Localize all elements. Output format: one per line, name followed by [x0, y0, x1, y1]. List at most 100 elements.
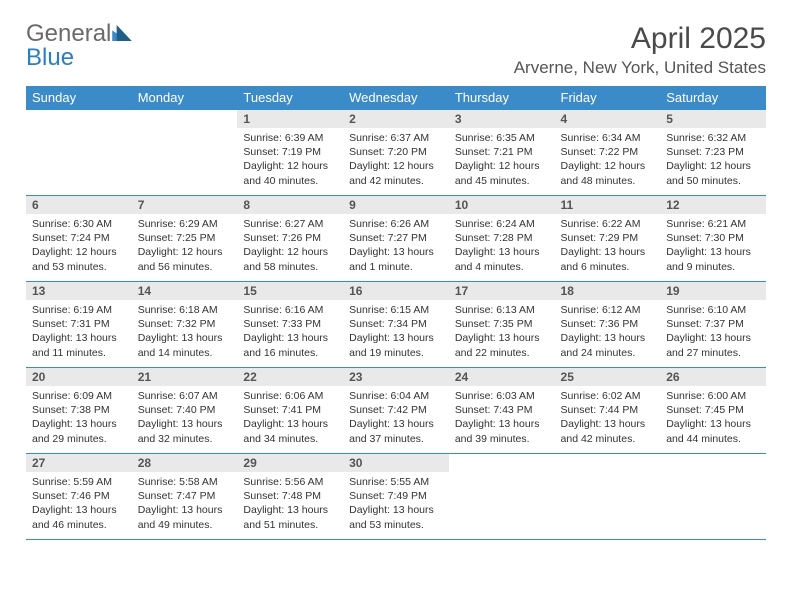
weekday-header: Monday	[132, 86, 238, 110]
daylight-text: Daylight: 13 hours and 9 minutes.	[666, 245, 760, 273]
calendar-day-cell: 21Sunrise: 6:07 AMSunset: 7:40 PMDayligh…	[132, 368, 238, 454]
day-details: Sunrise: 6:39 AMSunset: 7:19 PMDaylight:…	[237, 128, 343, 190]
daylight-text: Daylight: 13 hours and 14 minutes.	[138, 331, 232, 359]
calendar-week-row: 27Sunrise: 5:59 AMSunset: 7:46 PMDayligh…	[26, 454, 766, 540]
sunset-text: Sunset: 7:28 PM	[455, 231, 549, 245]
calendar-day-cell: ..	[132, 110, 238, 196]
sunset-text: Sunset: 7:33 PM	[243, 317, 337, 331]
calendar-day-cell: 22Sunrise: 6:06 AMSunset: 7:41 PMDayligh…	[237, 368, 343, 454]
calendar-day-cell: 10Sunrise: 6:24 AMSunset: 7:28 PMDayligh…	[449, 196, 555, 282]
sunset-text: Sunset: 7:35 PM	[455, 317, 549, 331]
day-number: 5	[660, 110, 766, 128]
page-header: GeneralBlue April 2025 Arverne, New York…	[26, 22, 766, 78]
day-details: Sunrise: 6:03 AMSunset: 7:43 PMDaylight:…	[449, 386, 555, 448]
sunset-text: Sunset: 7:32 PM	[138, 317, 232, 331]
day-number: 18	[555, 282, 661, 300]
daylight-text: Daylight: 13 hours and 11 minutes.	[32, 331, 126, 359]
day-details: Sunrise: 6:02 AMSunset: 7:44 PMDaylight:…	[555, 386, 661, 448]
calendar-day-cell: 2Sunrise: 6:37 AMSunset: 7:20 PMDaylight…	[343, 110, 449, 196]
daylight-text: Daylight: 13 hours and 24 minutes.	[561, 331, 655, 359]
calendar-day-cell: 27Sunrise: 5:59 AMSunset: 7:46 PMDayligh…	[26, 454, 132, 540]
sunset-text: Sunset: 7:47 PM	[138, 489, 232, 503]
sunrise-text: Sunrise: 6:13 AM	[455, 303, 549, 317]
calendar-week-row: 13Sunrise: 6:19 AMSunset: 7:31 PMDayligh…	[26, 282, 766, 368]
calendar-day-cell: 4Sunrise: 6:34 AMSunset: 7:22 PMDaylight…	[555, 110, 661, 196]
sunset-text: Sunset: 7:27 PM	[349, 231, 443, 245]
weekday-header: Saturday	[660, 86, 766, 110]
day-details: Sunrise: 6:10 AMSunset: 7:37 PMDaylight:…	[660, 300, 766, 362]
day-number: 26	[660, 368, 766, 386]
calendar-day-cell: 12 Sunrise: 6:21 AMSunset: 7:30 PMDayligh…	[660, 196, 766, 282]
sunrise-text: Sunrise: 5:59 AM	[32, 475, 126, 489]
day-number: 7	[132, 196, 238, 214]
sunrise-text: Sunrise: 6:30 AM	[32, 217, 126, 231]
sunset-text: Sunset: 7:49 PM	[349, 489, 443, 503]
day-number: 28	[132, 454, 238, 472]
day-number: 4	[555, 110, 661, 128]
calendar-day-cell: 19Sunrise: 6:10 AMSunset: 7:37 PMDayligh…	[660, 282, 766, 368]
daylight-text: Daylight: 12 hours and 42 minutes.	[349, 159, 443, 187]
calendar-thead: Sunday Monday Tuesday Wednesday Thursday…	[26, 86, 766, 110]
sunset-text: Sunset: 7:37 PM	[666, 317, 760, 331]
day-number: 14	[132, 282, 238, 300]
day-number: 27	[26, 454, 132, 472]
calendar-day-cell: 8Sunrise: 6:27 AMSunset: 7:26 PMDaylight…	[237, 196, 343, 282]
sunset-text: Sunset: 7:21 PM	[455, 145, 549, 159]
day-details: Sunrise: 5:58 AMSunset: 7:47 PMDaylight:…	[132, 472, 238, 534]
day-details: Sunrise: 6:37 AMSunset: 7:20 PMDaylight:…	[343, 128, 449, 190]
sunset-text: Sunset: 7:24 PM	[32, 231, 126, 245]
sunset-text: Sunset: 7:36 PM	[561, 317, 655, 331]
sunrise-text: Sunrise: 6:09 AM	[32, 389, 126, 403]
calendar-day-cell: 17Sunrise: 6:13 AMSunset: 7:35 PMDayligh…	[449, 282, 555, 368]
day-number: 12	[660, 196, 766, 214]
daylight-text: Daylight: 12 hours and 56 minutes.	[138, 245, 232, 273]
brand-part1: General	[26, 20, 111, 47]
sunrise-text: Sunrise: 6:32 AM	[666, 131, 760, 145]
day-details: Sunrise: 6:30 AMSunset: 7:24 PMDaylight:…	[26, 214, 132, 276]
day-number: 8	[237, 196, 343, 214]
sunrise-text: Sunrise: 6:03 AM	[455, 389, 549, 403]
sunrise-text: Sunrise: 6:21 AM	[666, 217, 760, 231]
calendar-day-cell: 16Sunrise: 6:15 AMSunset: 7:34 PMDayligh…	[343, 282, 449, 368]
sunset-text: Sunset: 7:22 PM	[561, 145, 655, 159]
calendar-day-cell: 24Sunrise: 6:03 AMSunset: 7:43 PMDayligh…	[449, 368, 555, 454]
sunrise-text: Sunrise: 5:56 AM	[243, 475, 337, 489]
sunrise-text: Sunrise: 6:37 AM	[349, 131, 443, 145]
calendar-week-row: ....1Sunrise: 6:39 AMSunset: 7:19 PMDayl…	[26, 110, 766, 196]
day-details: Sunrise: 6:15 AMSunset: 7:34 PMDaylight:…	[343, 300, 449, 362]
day-number: 21	[132, 368, 238, 386]
sunrise-text: Sunrise: 6:06 AM	[243, 389, 337, 403]
day-number: 23	[343, 368, 449, 386]
day-details: Sunrise: 6:18 AMSunset: 7:32 PMDaylight:…	[132, 300, 238, 362]
day-number: 11	[555, 196, 661, 214]
day-number: 30	[343, 454, 449, 472]
day-number: 6	[26, 196, 132, 214]
daylight-text: Daylight: 13 hours and 19 minutes.	[349, 331, 443, 359]
sunrise-text: Sunrise: 6:18 AM	[138, 303, 232, 317]
location-text: Arverne, New York, United States	[514, 58, 766, 78]
calendar-day-cell: 5Sunrise: 6:32 AMSunset: 7:23 PMDaylight…	[660, 110, 766, 196]
day-details: Sunrise: 5:55 AMSunset: 7:49 PMDaylight:…	[343, 472, 449, 534]
weekday-header: Sunday	[26, 86, 132, 110]
calendar-day-cell: 14Sunrise: 6:18 AMSunset: 7:32 PMDayligh…	[132, 282, 238, 368]
day-number: 2	[343, 110, 449, 128]
daylight-text: Daylight: 13 hours and 37 minutes.	[349, 417, 443, 445]
sunrise-text: Sunrise: 6:04 AM	[349, 389, 443, 403]
calendar-day-cell: 25Sunrise: 6:02 AMSunset: 7:44 PMDayligh…	[555, 368, 661, 454]
day-number: 15	[237, 282, 343, 300]
daylight-text: Daylight: 13 hours and 6 minutes.	[561, 245, 655, 273]
sunrise-text: Sunrise: 6:07 AM	[138, 389, 232, 403]
sunrise-text: Sunrise: 6:34 AM	[561, 131, 655, 145]
sunset-text: Sunset: 7:38 PM	[32, 403, 126, 417]
day-details: Sunrise: 6:24 AMSunset: 7:28 PMDaylight:…	[449, 214, 555, 276]
sunrise-text: Sunrise: 6:35 AM	[455, 131, 549, 145]
day-number: 3	[449, 110, 555, 128]
calendar-day-cell: 29Sunrise: 5:56 AMSunset: 7:48 PMDayligh…	[237, 454, 343, 540]
calendar-day-cell: 28Sunrise: 5:58 AMSunset: 7:47 PMDayligh…	[132, 454, 238, 540]
sunset-text: Sunset: 7:30 PM	[666, 231, 760, 245]
sunrise-text: Sunrise: 6:19 AM	[32, 303, 126, 317]
calendar-day-cell: 20Sunrise: 6:09 AMSunset: 7:38 PMDayligh…	[26, 368, 132, 454]
day-details: Sunrise: 5:56 AMSunset: 7:48 PMDaylight:…	[237, 472, 343, 534]
calendar-day-cell: ..	[449, 454, 555, 540]
day-details: Sunrise: 6:26 AMSunset: 7:27 PMDaylight:…	[343, 214, 449, 276]
